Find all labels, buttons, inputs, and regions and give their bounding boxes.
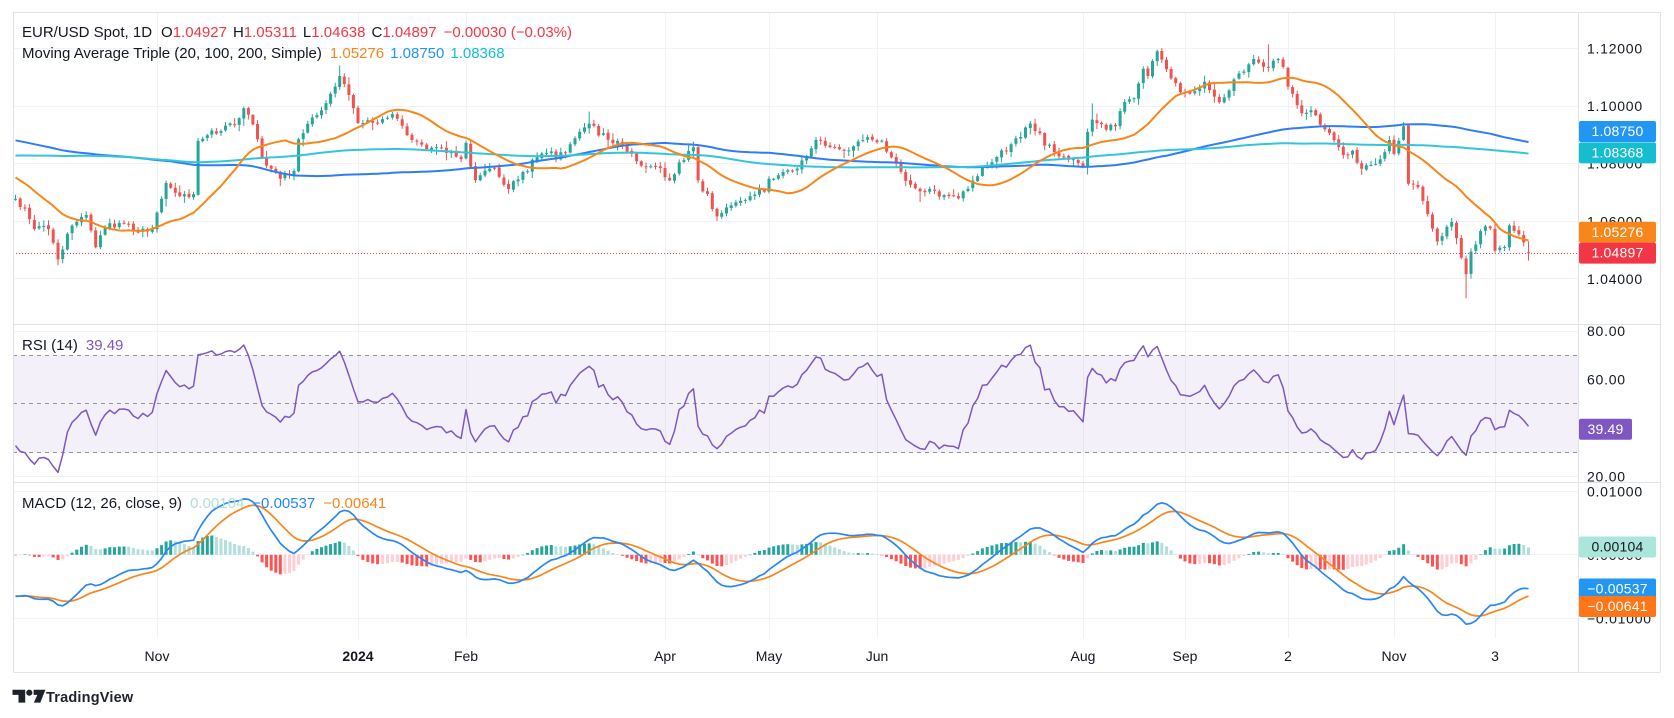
svg-text:Apr: Apr bbox=[654, 648, 676, 664]
svg-text:Aug: Aug bbox=[1071, 648, 1096, 664]
svg-text:0.01000: 0.01000 bbox=[1587, 483, 1643, 499]
svg-text:Nov: Nov bbox=[1382, 648, 1407, 664]
svg-text:1.08368: 1.08368 bbox=[1591, 144, 1643, 160]
svg-text:Moving Average Triple (20, 100: Moving Average Triple (20, 100, 200, Sim… bbox=[22, 45, 505, 62]
svg-text:0.00104: 0.00104 bbox=[1591, 539, 1643, 555]
svg-text:2: 2 bbox=[1284, 648, 1292, 664]
svg-text:2024: 2024 bbox=[342, 648, 373, 664]
svg-text:−0.00537: −0.00537 bbox=[1587, 581, 1647, 597]
svg-text:60.00: 60.00 bbox=[1587, 372, 1626, 388]
svg-text:MACD (12, 26, close, 9)0.00104: MACD (12, 26, close, 9) 0.00104 −0.00537 −0… bbox=[22, 495, 386, 512]
svg-text:Jun: Jun bbox=[866, 648, 889, 664]
svg-text:1.05276: 1.05276 bbox=[1591, 224, 1643, 240]
svg-text:39.49: 39.49 bbox=[1587, 421, 1623, 437]
svg-text:3: 3 bbox=[1491, 648, 1499, 664]
svg-text:TradingView: TradingView bbox=[46, 690, 134, 706]
svg-text:Feb: Feb bbox=[454, 648, 478, 664]
svg-text:Nov: Nov bbox=[145, 648, 170, 664]
svg-text:1.04897: 1.04897 bbox=[1591, 245, 1643, 261]
svg-text:1.12000: 1.12000 bbox=[1587, 40, 1643, 56]
svg-text:1.08750: 1.08750 bbox=[1591, 123, 1643, 139]
svg-text:Sep: Sep bbox=[1173, 648, 1198, 664]
svg-text:20.00: 20.00 bbox=[1587, 469, 1626, 485]
svg-text:1.04000: 1.04000 bbox=[1587, 271, 1643, 287]
svg-text:RSI (14)39.49: RSI (14) 39.49 bbox=[22, 337, 123, 354]
svg-text:−0.00641: −0.00641 bbox=[1587, 598, 1647, 614]
svg-text:May: May bbox=[756, 648, 782, 664]
svg-text:1.10000: 1.10000 bbox=[1587, 98, 1643, 114]
svg-text:80.00: 80.00 bbox=[1587, 323, 1626, 339]
